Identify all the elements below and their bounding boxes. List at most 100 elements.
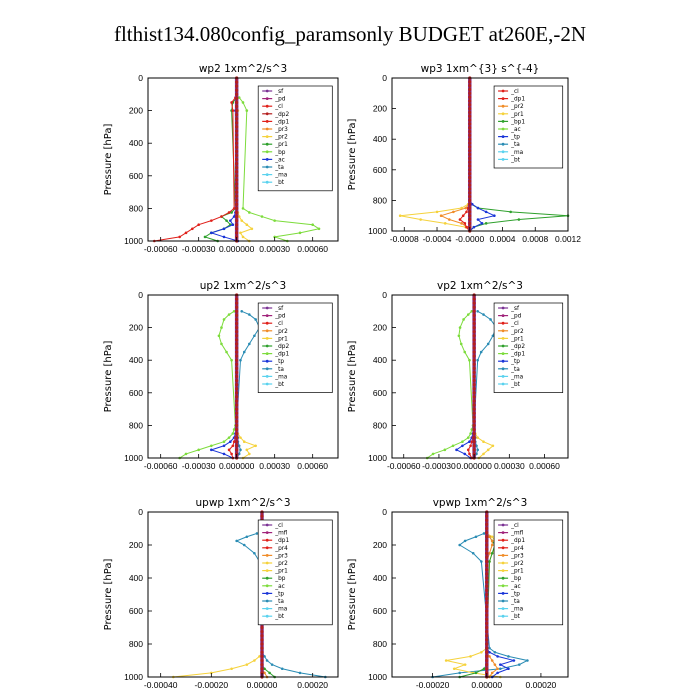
- data-point: [485, 609, 489, 613]
- data-point: [465, 225, 468, 229]
- chart-panel-1: wp2 1xm^2/s^3 0 200 400 600 800 1000-0.00060 -0…: [103, 63, 339, 254]
- legend-label: _ac: [510, 127, 521, 133]
- chart-panel-2: wp3 1xm^{3} s^{-4}02004006008001000-0.00…: [347, 63, 581, 244]
- data-point: [488, 535, 491, 539]
- data-point: [242, 543, 246, 547]
- data-point: [273, 219, 276, 222]
- data-point: [485, 671, 489, 675]
- legend-label: _bt: [510, 614, 521, 620]
- legend: _sf _pd_cl _pr2_pr1 _dp2 _dp1_tp _ta_ma _bt: [257, 302, 333, 393]
- data-point: [472, 415, 476, 419]
- data-point: [471, 551, 475, 555]
- data-point: [235, 145, 239, 149]
- data-point: [499, 663, 502, 666]
- legend-label: _dp2: [274, 112, 289, 118]
- legend-marker: [501, 584, 505, 588]
- data-point: [230, 452, 233, 456]
- data-point: [472, 448, 476, 452]
- data-point: [485, 588, 489, 592]
- data-point: [485, 555, 489, 559]
- legend-label: _pr1: [274, 142, 288, 148]
- legend-label: _ma: [274, 173, 288, 179]
- x-tick-label: 0.00060: [529, 461, 560, 471]
- data-point: [235, 419, 239, 423]
- data-point: [235, 366, 239, 370]
- data-point: [235, 166, 239, 170]
- plot-frame: [147, 77, 339, 242]
- legend-marker: [265, 599, 269, 603]
- data-point: [235, 411, 239, 415]
- legend-label: _cl: [274, 321, 283, 327]
- data-point: [232, 215, 236, 218]
- y-tick-label: 200: [373, 540, 387, 550]
- data-point: [235, 125, 239, 129]
- data-point: [235, 129, 239, 133]
- data-point: [485, 613, 489, 617]
- legend-label: _dp1: [510, 538, 525, 544]
- legend-marker: [265, 314, 269, 317]
- data-point: [235, 354, 239, 358]
- data-point: [499, 667, 502, 671]
- data-point: [490, 671, 494, 675]
- legend-marker: [265, 337, 269, 340]
- legend-marker: [501, 561, 505, 565]
- data-point: [235, 338, 239, 342]
- data-point: [268, 671, 271, 675]
- x-tick-label: 0.000000: [219, 461, 255, 471]
- legend-label: _pr3: [510, 553, 524, 559]
- x-tick-label: 0.00030: [259, 461, 290, 471]
- data-point: [235, 182, 239, 186]
- data-point: [496, 655, 499, 658]
- legend-marker: [265, 576, 269, 580]
- y-tick-label: 600: [373, 165, 387, 175]
- legend-marker: [265, 561, 269, 565]
- data-point: [239, 358, 242, 362]
- legend-label: _pr1: [510, 336, 524, 342]
- data-point: [468, 202, 472, 206]
- x-tick-label: 0.000000: [456, 461, 492, 471]
- data-point: [235, 170, 239, 174]
- legend-marker: [501, 382, 505, 386]
- data-point: [253, 334, 256, 338]
- data-point: [466, 448, 470, 452]
- chart-panel-6: vpwp 1xm^2/s^3 0 200 400 600 800 1000 -0.00020 0…: [347, 497, 569, 690]
- data-point: [472, 297, 476, 301]
- legend-label: _bt: [274, 382, 285, 388]
- data-point: [490, 659, 494, 662]
- legend-marker: [265, 375, 269, 378]
- y-tick-label: 800: [129, 420, 143, 430]
- legend-marker: [265, 120, 269, 123]
- data-point: [235, 109, 239, 113]
- y-axis-label: Pressure [hPa]: [103, 124, 114, 196]
- y-tick-label: 0: [138, 290, 143, 300]
- data-point: [468, 172, 472, 176]
- data-point: [235, 342, 239, 346]
- data-point: [468, 141, 472, 145]
- data-point: [311, 223, 314, 226]
- data-point: [472, 395, 476, 399]
- legend-marker: [265, 607, 269, 610]
- legend-marker: [265, 321, 269, 325]
- legend-label: _ta: [274, 165, 284, 171]
- data-point: [431, 452, 435, 456]
- data-point: [469, 444, 472, 448]
- data-point: [507, 655, 510, 658]
- data-point: [468, 145, 472, 149]
- y-tick-label: 800: [129, 203, 143, 213]
- plot-frame: [147, 511, 339, 678]
- data-point: [235, 153, 239, 158]
- data-point: [235, 117, 239, 121]
- y-tick-label: 1000: [124, 236, 143, 246]
- legend: _cl _mfl_dp1 _pr4_pr3 _pr2 _pr1_bp _ac_tp _ta _…: [493, 519, 564, 626]
- legend-label: _pr1: [510, 112, 524, 118]
- legend-marker: [265, 165, 269, 169]
- data-point: [237, 444, 241, 448]
- data-point: [242, 350, 246, 354]
- data-point: [486, 342, 490, 346]
- x-tick-label: 0.00060: [297, 244, 328, 254]
- data-point: [468, 118, 472, 122]
- legend-label: _cl: [274, 523, 283, 529]
- y-tick-label: 400: [373, 355, 387, 365]
- data-point: [230, 667, 233, 671]
- data-point: [485, 576, 489, 580]
